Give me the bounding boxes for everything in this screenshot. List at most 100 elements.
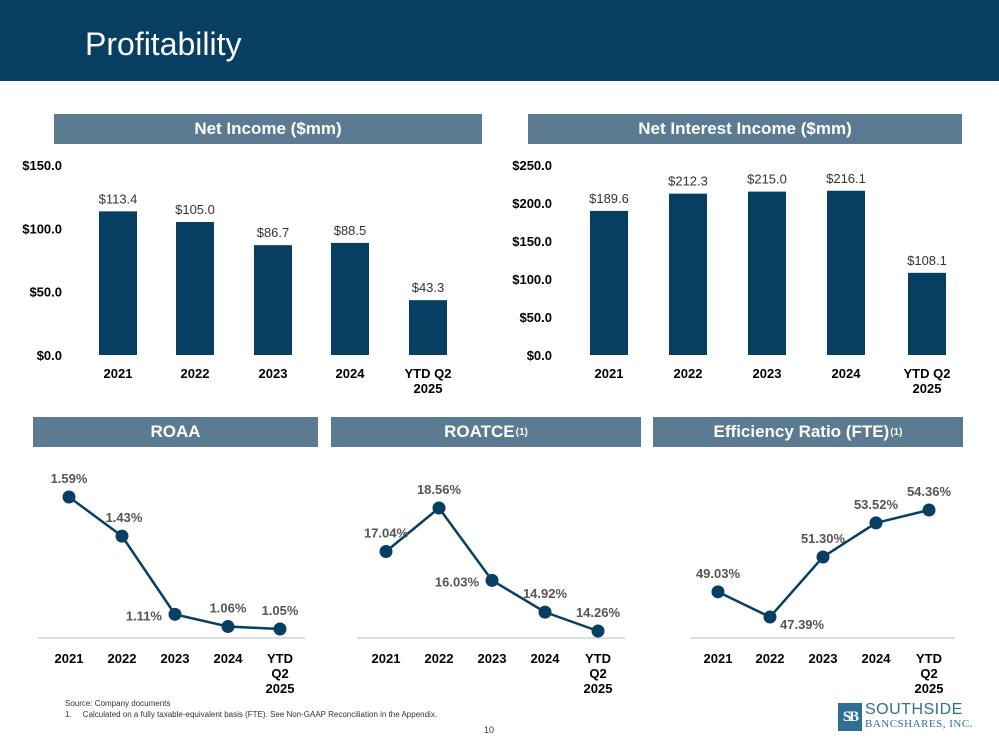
company-logo: SB SOUTHSIDE BANCSHARES, INC. [838,701,983,731]
page-title: Profitability [85,26,242,62]
roaa-xtick-label: Q2 [271,666,288,681]
roatce-xtick-label: 2024 [531,651,561,666]
efficiency-data-label: 53.52% [854,497,899,512]
efficiency-xtick-label: Q2 [920,666,937,681]
net_income-data-label: $43.3 [412,280,445,295]
net-income-banner: Net Income ($mm) [54,114,482,144]
net-income-banner-label: Net Income ($mm) [194,119,342,138]
roaa-data-label: 1.43% [106,510,143,525]
roaa-data-label: 1.11% [126,608,163,623]
roatce-data-label: 16.03% [435,574,480,589]
roaa-xtick-label: 2021 [55,651,84,666]
net_income-bar [331,242,369,355]
roaa-xtick-label: YTD [267,651,293,666]
net_income-ytick-label: $0.0 [37,348,62,363]
roatce-point [485,573,499,587]
efficiency-point [922,503,936,517]
net_interest_income-ytick-label: $150.0 [512,234,552,249]
logo-mark: SB [838,703,862,731]
roatce-point [432,501,446,515]
net_income-bar [99,211,137,355]
efficiency-xtick-label: 2024 [862,651,892,666]
logo-wordmark-bottom: BANCSHARES, INC. [865,718,973,730]
roatce-point [538,605,552,619]
efficiency-data-label: 54.36% [907,484,952,499]
net_income-xtick-label: 2022 [181,366,210,381]
roaa-banner: ROAA [33,417,318,447]
roatce-xtick-label: 2023 [478,651,507,666]
roatce-banner-label: ROATCE [444,422,515,441]
net_income-ytick-label: $50.0 [29,285,62,300]
net_interest_income-bar [669,193,707,355]
net_interest_income-ytick-label: $50.0 [519,310,552,325]
net_interest_income-data-label: $215.0 [747,172,787,187]
net_interest_income-bar [827,190,865,355]
net_interest_income-xtick-label: 2024 [832,366,862,381]
net_interest_income-ytick-label: $0.0 [527,348,552,363]
roatce-series-line [385,506,599,633]
efficiency-point [869,516,883,530]
net_income-data-label: $86.7 [257,225,290,240]
roatce-xtick-label: YTD [585,651,611,666]
efficiency-data-label: 49.03% [696,566,741,581]
roatce-xtick-label: 2025 [584,681,613,696]
logo-wordmark-top: SOUTHSIDE [865,701,963,718]
net-interest-income-banner: Net Interest Income ($mm) [528,114,962,144]
roatce-xtick-label: 2021 [372,651,401,666]
header-bar [0,0,999,81]
net_income-xtick-label: YTD Q2 [405,366,452,381]
page-number: 10 [484,725,495,735]
roaa-xtick-label: 2024 [214,651,244,666]
net_interest_income-data-label: $189.6 [589,191,629,206]
net_interest_income-xtick-label: YTD Q2 [904,366,951,381]
net_income-xtick-label: 2021 [104,366,133,381]
footnote: 1. Calculated on a fully taxable-equival… [65,710,438,719]
net_income-xtick-label: 2023 [259,366,288,381]
net_income-data-label: $105.0 [175,202,215,217]
roatce-data-label: 14.26% [576,605,621,620]
net_income-ytick-label: $100.0 [22,221,62,236]
net_interest_income-xtick-label: 2023 [753,366,782,381]
net_interest_income-data-label: $212.3 [668,174,708,189]
efficiency-data-label: 51.30% [801,531,846,546]
net_interest_income-ytick-label: $250.0 [512,158,552,173]
net_interest_income-ytick-label: $100.0 [512,272,552,287]
roaa-data-label: 1.59% [51,471,88,486]
roatce-point [379,544,393,558]
efficiency-xtick-label: 2025 [915,681,944,696]
net-interest-income-banner-label: Net Interest Income ($mm) [638,119,852,138]
roaa-banner-label: ROAA [150,422,201,441]
net_income-data-label: $88.5 [334,223,367,238]
source-note: Source: Company documents [65,699,171,708]
efficiency-xtick-label: 2023 [809,651,838,666]
net_income-bar [176,222,214,355]
net_interest_income-bar [590,210,628,355]
net_income-bar [409,300,447,355]
roaa-data-label: 1.06% [210,601,247,616]
net_interest_income-xtick-label: 2025 [913,381,942,396]
efficiency-banner: Efficiency Ratio (FTE) (1) [653,417,963,447]
efficiency-point [816,550,830,564]
roatce-footnote-marker: (1) [515,426,528,438]
efficiency-point [711,585,725,599]
efficiency-series-line [717,508,930,619]
roatce-data-label: 17.04% [364,525,409,540]
roatce-data-label: 14.92% [523,586,568,601]
net_interest_income-xtick-label: 2021 [595,366,624,381]
net_income-xtick-label: 2025 [414,381,443,396]
net_interest_income-xtick-label: 2022 [674,366,703,381]
net_interest_income-ytick-label: $200.0 [512,196,552,211]
efficiency-xtick-label: YTD [916,651,942,666]
roatce-banner: ROATCE (1) [331,417,641,447]
net_income-ytick-label: $150.0 [22,158,62,173]
efficiency-xtick-label: 2021 [704,651,733,666]
roatce-point [591,624,605,638]
roaa-point [168,607,182,621]
efficiency-data-label: 47.39% [780,617,825,632]
roaa-data-label: 1.05% [262,603,299,618]
roaa-point [273,622,287,636]
roaa-xtick-label: 2025 [266,681,295,696]
efficiency-banner-label: Efficiency Ratio (FTE) [713,422,890,441]
efficiency-xtick-label: 2022 [756,651,785,666]
